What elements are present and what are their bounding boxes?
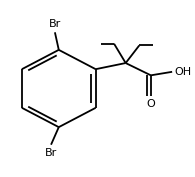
Text: OH: OH [174,67,191,77]
Text: Br: Br [49,19,61,29]
Text: O: O [146,99,155,109]
Text: Br: Br [45,148,57,158]
